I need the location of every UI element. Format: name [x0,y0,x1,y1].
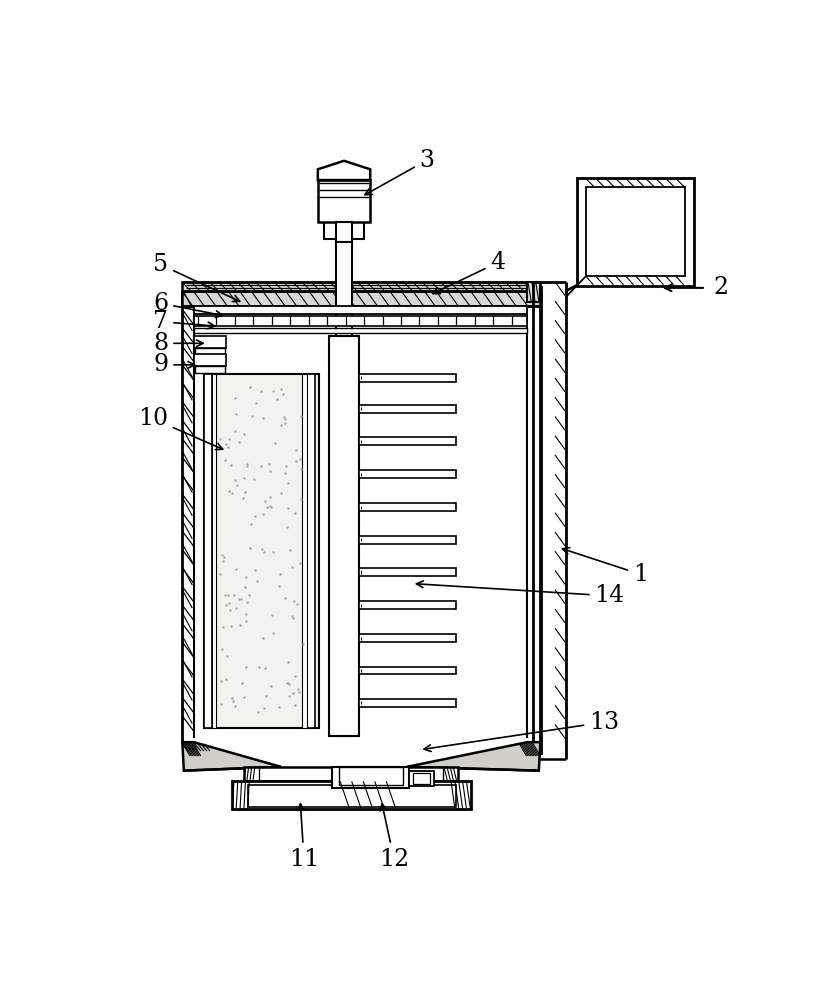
Bar [194,354,226,366]
Text: 5: 5 [154,253,240,302]
Bar [302,374,307,728]
Bar [204,374,211,728]
Text: 11: 11 [289,804,319,871]
Text: 10: 10 [138,407,223,450]
Bar [194,328,527,333]
Text: 12: 12 [379,804,409,871]
Bar [410,771,434,786]
Text: 8: 8 [153,332,203,355]
Bar [526,282,540,302]
Bar [335,222,353,242]
Bar [324,222,364,239]
Bar [248,785,456,807]
Polygon shape [318,161,370,180]
Bar [359,634,456,642]
Bar [183,291,540,306]
Bar [359,667,456,674]
Text: 3: 3 [365,149,434,195]
Bar [244,767,458,781]
Bar [413,773,430,784]
Bar [359,568,456,576]
Bar [329,336,359,736]
Bar [359,536,456,544]
Bar [196,348,225,354]
Text: 2: 2 [714,276,729,299]
Bar [339,767,403,785]
Bar [307,374,315,728]
Text: 13: 13 [424,711,620,751]
Bar [359,405,456,413]
Bar [204,374,320,728]
Bar [194,336,226,348]
Bar [183,282,540,291]
Bar [194,316,527,326]
Text: 9: 9 [153,353,195,376]
Bar [359,503,456,511]
Bar [359,470,456,478]
Bar [318,180,370,222]
Bar [232,781,471,809]
Bar [586,187,685,276]
Text: 4: 4 [433,251,506,294]
Text: 7: 7 [154,310,215,333]
Bar [359,699,456,707]
Text: 6: 6 [153,292,222,317]
Bar [577,178,695,286]
Bar [194,306,527,314]
Bar [336,242,352,736]
Text: 14: 14 [416,581,624,607]
Bar [196,366,225,373]
Text: 1: 1 [563,548,648,586]
Polygon shape [407,742,540,771]
Bar [359,437,456,445]
Bar [359,374,456,382]
Bar [194,306,527,311]
Bar [333,767,410,788]
Bar [211,374,216,728]
Bar [359,601,456,609]
Polygon shape [183,742,281,771]
